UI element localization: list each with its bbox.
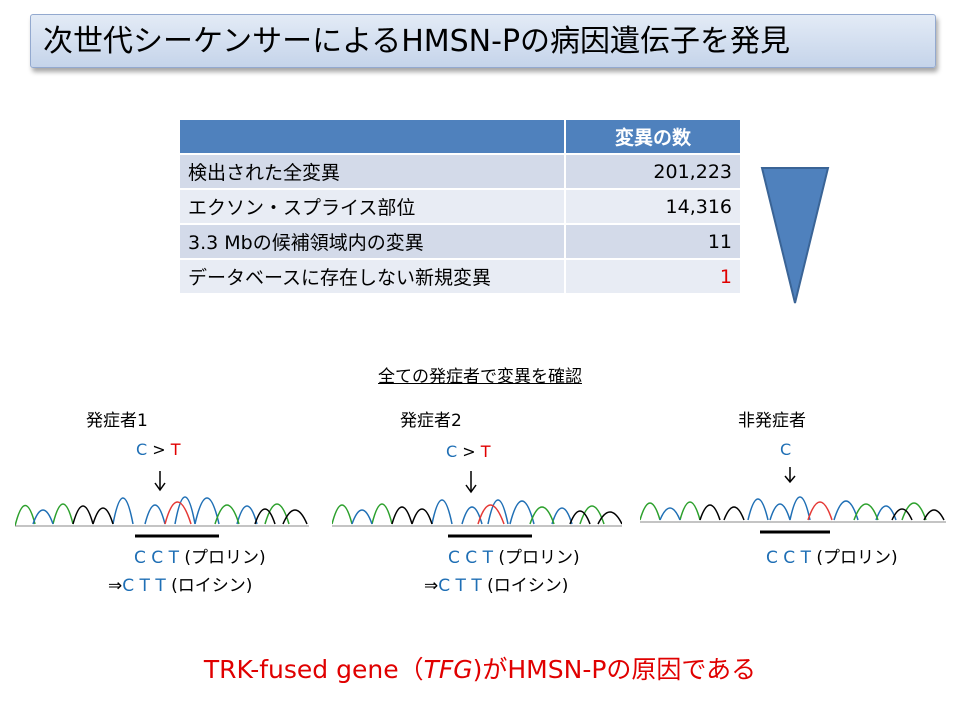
codon-base: C: [465, 548, 478, 568]
codon-base: C: [448, 548, 460, 568]
row-value: 201,223: [564, 153, 742, 190]
codon-base: T: [800, 548, 811, 568]
codon-base: T: [471, 576, 482, 596]
codon-base: C: [151, 548, 164, 568]
row-label: データベースに存在しない新規変異: [178, 258, 566, 295]
implies-arrow: ⇒: [424, 576, 439, 596]
codon-mut-patient2: ⇒C T T (ロイシン): [424, 571, 568, 596]
codon-ref-patient1: C C T (プロリン): [134, 543, 266, 568]
confirm-heading-text: 全ての発症者で変異を確認: [378, 367, 582, 387]
row-label: エクソン・スプライス部位: [178, 188, 566, 225]
codon-ref-patient2: C C T (プロリン): [448, 543, 580, 568]
codon-base: T: [455, 576, 466, 596]
codon-base: C: [122, 576, 135, 596]
header-count: 変異の数: [564, 118, 742, 155]
amino-acid: (プロリン): [492, 548, 580, 568]
mutation-ref: C: [136, 440, 148, 459]
chromatogram-trace-patient2: [332, 499, 622, 538]
codon-mut-patient1: ⇒C T T (ロイシン): [108, 571, 252, 596]
amino-acid: (ロイシン): [481, 576, 569, 596]
mutation-alt: T: [170, 440, 181, 459]
codon-base: T: [139, 576, 150, 596]
mutation-ref: C: [780, 440, 792, 459]
mutation-label-patient1: C > T: [136, 440, 181, 459]
mutation-label-patient2: C > T: [446, 442, 491, 461]
row-label: 検出された全変異: [178, 153, 566, 190]
table-row: 検出された全変異 201,223: [178, 153, 742, 190]
down-arrow-icon: [784, 467, 796, 484]
conclusion-text: TRK-fused gene（TFG)がHMSN-Pの原因である: [0, 650, 960, 686]
codon-base: T: [482, 548, 493, 568]
panel-label-patient1: 発症者1: [86, 411, 148, 431]
row-value-highlight: 1: [564, 258, 742, 295]
mutation-alt: T: [480, 442, 491, 461]
codon-base: T: [155, 576, 166, 596]
confirm-heading: 全ての発症者で変異を確認: [0, 362, 960, 387]
table-row: エクソン・スプライス部位 14,316: [178, 188, 742, 225]
conclusion-post: )がHMSN-Pの原因である: [472, 655, 757, 684]
mutation-filter-table: 変異の数 検出された全変異 201,223 エクソン・スプライス部位 14,31…: [178, 118, 742, 295]
codon-base: C: [134, 548, 146, 568]
codon-base: T: [168, 548, 179, 568]
table-row: 3.3 Mbの候補領域内の変異 11: [178, 223, 742, 260]
mutation-sep: >: [457, 442, 481, 461]
amino-acid: (プロリン): [178, 548, 266, 568]
row-value: 14,316: [564, 188, 742, 225]
implies-arrow: ⇒: [108, 576, 123, 596]
page-title: 次世代シーケンサーによるHMSN-Pの病因遺伝子を発見: [43, 24, 791, 59]
chromatogram-trace-patient1: [15, 496, 309, 538]
conclusion-pre: TRK-fused gene（: [203, 655, 424, 684]
row-label: 3.3 Mbの候補領域内の変異: [178, 223, 566, 260]
title-banner: 次世代シーケンサーによるHMSN-Pの病因遺伝子を発見: [30, 14, 936, 68]
mutation-ref: C: [446, 442, 458, 461]
codon-base: C: [766, 548, 778, 568]
chromatogram-trace-unaffected: [640, 496, 946, 534]
panel-label-unaffected: 非発症者: [738, 411, 806, 431]
funnel-triangle-icon: [760, 167, 830, 304]
down-arrow-icon: [154, 471, 166, 492]
codon-base: C: [438, 576, 451, 596]
amino-acid: (ロイシン): [165, 576, 253, 596]
mutation-sep: >: [147, 440, 171, 459]
header-blank: [178, 118, 566, 155]
table-header-row: 変異の数: [178, 118, 742, 155]
amino-acid: (プロリン): [810, 548, 898, 568]
down-arrow-icon: [465, 471, 477, 494]
conclusion-gene-symbol: TFG: [423, 655, 473, 684]
codon-base: C: [783, 548, 796, 568]
panel-label-patient2: 発症者2: [400, 411, 462, 431]
table-row: データベースに存在しない新規変異 1: [178, 258, 742, 295]
mutation-label-unaffected: C: [780, 440, 791, 459]
codon-ref-unaffected: C C T (プロリン): [766, 543, 898, 568]
row-value: 11: [564, 223, 742, 260]
